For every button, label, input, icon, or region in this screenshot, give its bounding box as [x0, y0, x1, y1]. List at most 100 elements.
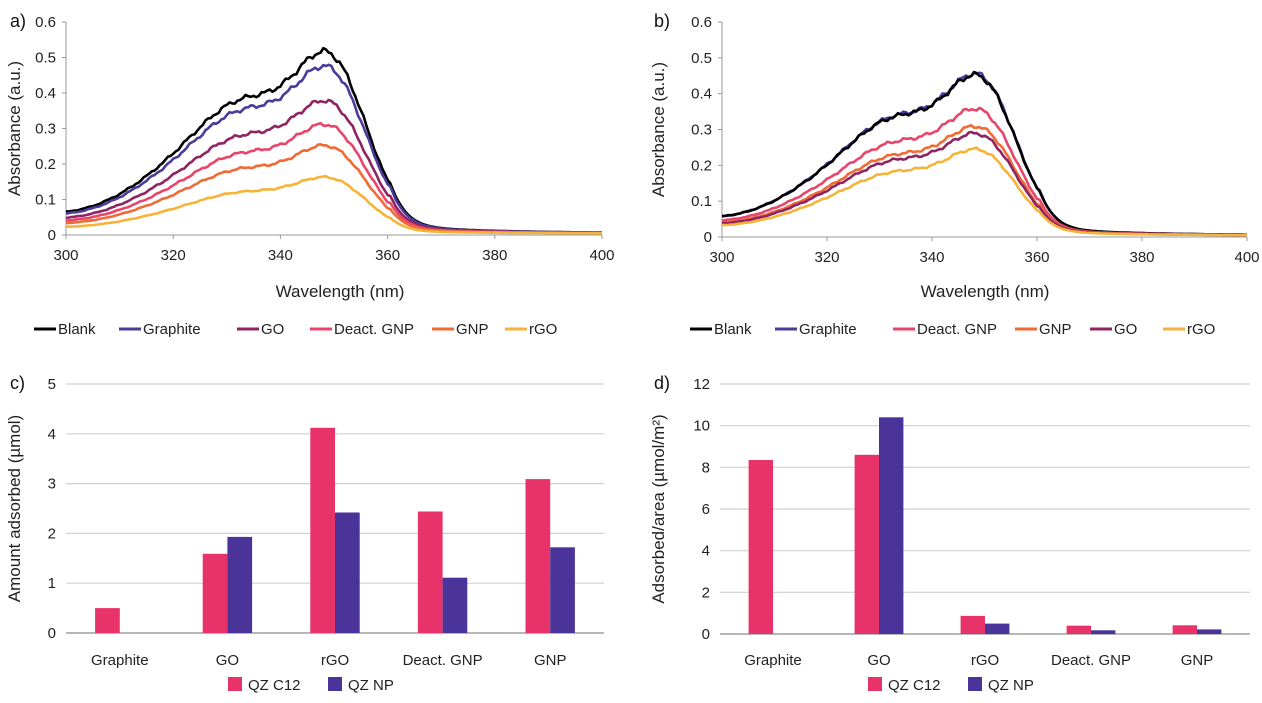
legend-label: QZ NP — [988, 677, 1034, 694]
series-line — [721, 146, 1247, 237]
bar — [879, 417, 904, 634]
bar — [227, 536, 253, 633]
category-label: rGO — [971, 652, 999, 669]
y-tick-label: 0 — [48, 625, 56, 642]
legend-swatch — [868, 677, 882, 691]
category-label: GNP — [1181, 652, 1214, 669]
chart-panel: b) 0 0.1 0.2 0.3 0.4 0.5 0.6 Absorbance (a.u.) 30… — [649, 11, 1260, 338]
x-tick-label: 340 — [919, 249, 944, 266]
series-line — [721, 71, 1247, 236]
bar — [1066, 625, 1091, 634]
y-tick-label: 0.2 — [35, 156, 56, 173]
legend: QZ C12 QZ NP — [228, 677, 394, 694]
y-tick-label: 0.3 — [35, 121, 56, 138]
bar — [335, 512, 360, 633]
legend-swatch — [968, 677, 982, 691]
x-tick-label: 340 — [268, 247, 293, 264]
legend-label: Deact. GNP — [334, 321, 414, 338]
bar — [1091, 630, 1116, 635]
panel-letter: a) — [10, 11, 26, 31]
legend-label: GO — [1114, 321, 1137, 338]
category-label: GNP — [534, 652, 567, 669]
bar — [1197, 629, 1222, 634]
legend-label: QZ C12 — [248, 677, 301, 694]
x-tick-label: 380 — [1129, 249, 1154, 266]
category-label: GO — [216, 652, 239, 669]
bar — [202, 553, 228, 633]
y-tick-label: 8 — [702, 459, 710, 476]
x-tick-label: 400 — [1234, 249, 1259, 266]
legend-label: GO — [261, 321, 284, 338]
y-axis-label: Absorbance (a.u.) — [5, 61, 24, 196]
x-tick-label: 360 — [1024, 249, 1049, 266]
y-tick-label: 2 — [48, 525, 56, 542]
y-tick-label: 6 — [702, 501, 710, 518]
bar — [550, 547, 575, 633]
y-tick-label: 0 — [48, 227, 56, 244]
x-tick-label: 400 — [589, 247, 614, 264]
bar — [442, 577, 468, 633]
legend: QZ C12 QZ NP — [868, 677, 1034, 694]
y-tick-label: 0.5 — [691, 50, 712, 67]
y-tick-label: 2 — [702, 584, 710, 601]
legend: Blank Graphite Deact. GNP GNP GO rGO — [690, 321, 1215, 338]
legend-label: GNP — [1039, 321, 1072, 338]
y-tick-label: 5 — [48, 376, 56, 393]
bar — [525, 479, 551, 633]
y-tick-label: 0.2 — [691, 157, 712, 174]
y-tick-label: 0 — [702, 626, 710, 643]
x-tick-label: 320 — [814, 249, 839, 266]
y-tick-label: 0 — [704, 229, 712, 246]
y-axis-label: Amount adsorbed (µmol) — [5, 415, 24, 602]
legend: Blank Graphite GO Deact. GNP GNP rGO — [34, 321, 557, 338]
y-axis-label: Adsorbed/area (µmol/m²) — [649, 414, 668, 603]
legend-label: rGO — [1187, 321, 1215, 338]
y-tick-label: 0.5 — [35, 50, 56, 67]
y-tick-label: 4 — [48, 426, 56, 443]
bar — [854, 454, 879, 634]
series-line — [65, 174, 602, 235]
x-tick-label: 300 — [53, 247, 78, 264]
chart-panel: d) 0 2 4 6 8 10 12 Adsorbed/area (µmol/m²) Graphi… — [649, 373, 1250, 694]
y-tick-label: 1 — [48, 575, 56, 592]
panel-letter: d) — [654, 373, 670, 393]
legend-label: Blank — [58, 321, 96, 338]
series-line — [721, 124, 1248, 237]
category-label: Deact. GNP — [403, 652, 483, 669]
legend-label: Graphite — [143, 321, 201, 338]
x-tick-label: 300 — [709, 249, 734, 266]
y-tick-label: 4 — [702, 543, 710, 560]
y-tick-label: 3 — [48, 476, 56, 493]
y-tick-label: 0.1 — [35, 192, 56, 209]
y-tick-label: 0.3 — [691, 122, 712, 139]
bar — [748, 460, 773, 634]
legend-label: QZ C12 — [888, 677, 941, 694]
legend-label: Blank — [714, 321, 752, 338]
chart-panel: c) 0 1 2 3 4 5 Amount adsorbed (µmol) Graphite GO… — [5, 373, 604, 694]
y-tick-label: 0.1 — [691, 193, 712, 210]
y-tick-label: 0.6 — [691, 14, 712, 31]
y-tick-label: 10 — [693, 418, 710, 435]
legend-label: GNP — [456, 321, 489, 338]
bar — [417, 511, 443, 633]
bar — [985, 623, 1010, 634]
legend-label: rGO — [529, 321, 557, 338]
x-axis-label: Wavelength (nm) — [921, 282, 1050, 301]
category-label: Deact. GNP — [1051, 652, 1131, 669]
bar — [1172, 625, 1197, 635]
legend-swatch — [328, 677, 342, 691]
panel-letter: c) — [10, 373, 25, 393]
x-axis-label: Wavelength (nm) — [276, 282, 405, 301]
y-tick-label: 0.6 — [35, 14, 56, 31]
category-label: Graphite — [744, 652, 802, 669]
y-tick-label: 0.4 — [691, 86, 712, 103]
series-line — [65, 143, 602, 235]
y-tick-label: 12 — [693, 376, 710, 393]
x-tick-label: 320 — [161, 247, 186, 264]
category-label: GO — [867, 652, 890, 669]
chart-panel: a) 0 0.1 0.2 0.3 0.4 0.5 0.6 Absorbance (a.u.) 30… — [5, 11, 615, 338]
bar — [95, 608, 120, 633]
legend-swatch — [228, 677, 242, 691]
x-tick-label: 380 — [482, 247, 507, 264]
